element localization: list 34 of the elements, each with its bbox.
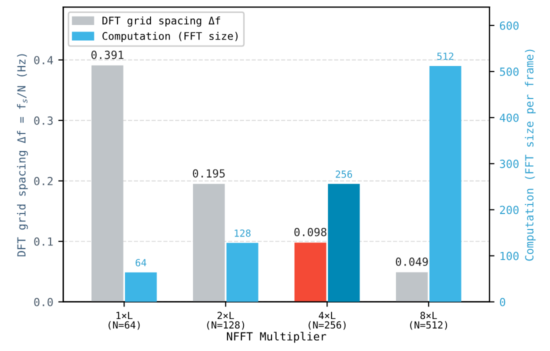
- x-axis-title: NFFT Multiplier: [226, 332, 326, 343]
- y2-tick-label: 200: [500, 206, 519, 214]
- y2-tick-label: 300: [500, 160, 519, 168]
- data-label: 0.098: [294, 228, 326, 236]
- x-tick-label: 2×L (N=128): [207, 312, 244, 330]
- legend-label: DFT grid spacing Δf: [102, 16, 220, 27]
- bar: [124, 272, 157, 302]
- data-label: 0.391: [91, 50, 124, 60]
- y-tick-label: 0.1: [34, 237, 53, 246]
- x-tick-label: 4×L (N=256): [308, 312, 346, 330]
- y2-axis-title: Computation (FFT size per frame): [524, 50, 536, 261]
- data-label: 64: [136, 258, 146, 266]
- y2-tick-label: 600: [500, 21, 519, 30]
- y-axis-title: DFT grid spacing Δf = f$_{s}$/N (Hz): [17, 54, 28, 256]
- data-label: 512: [437, 52, 454, 60]
- data-label: 256: [336, 170, 352, 178]
- bar: [328, 184, 360, 302]
- y-tick-label: 0.0: [34, 298, 53, 306]
- data-label: 0.195: [192, 169, 225, 178]
- data-label: 0.049: [396, 258, 428, 266]
- bar: [91, 65, 124, 302]
- data-label: 128: [234, 229, 251, 237]
- y-tick-label: 0.4: [34, 56, 53, 64]
- bar: [429, 66, 462, 302]
- legend-label: Computation (FFT size): [102, 32, 238, 42]
- y-tick-label: 0.2: [34, 176, 53, 186]
- y-tick-label: 0.3: [34, 116, 53, 125]
- y2-tick-label: 0: [500, 298, 506, 306]
- y2-tick-label: 500: [500, 68, 519, 76]
- y2-tick-label: 100: [500, 252, 519, 260]
- x-tick-label: 8×L (N=512): [410, 312, 448, 330]
- bar: [396, 272, 428, 302]
- y2-tick-label: 400: [500, 114, 519, 122]
- x-tick-label: 1×L (N=64): [108, 312, 140, 330]
